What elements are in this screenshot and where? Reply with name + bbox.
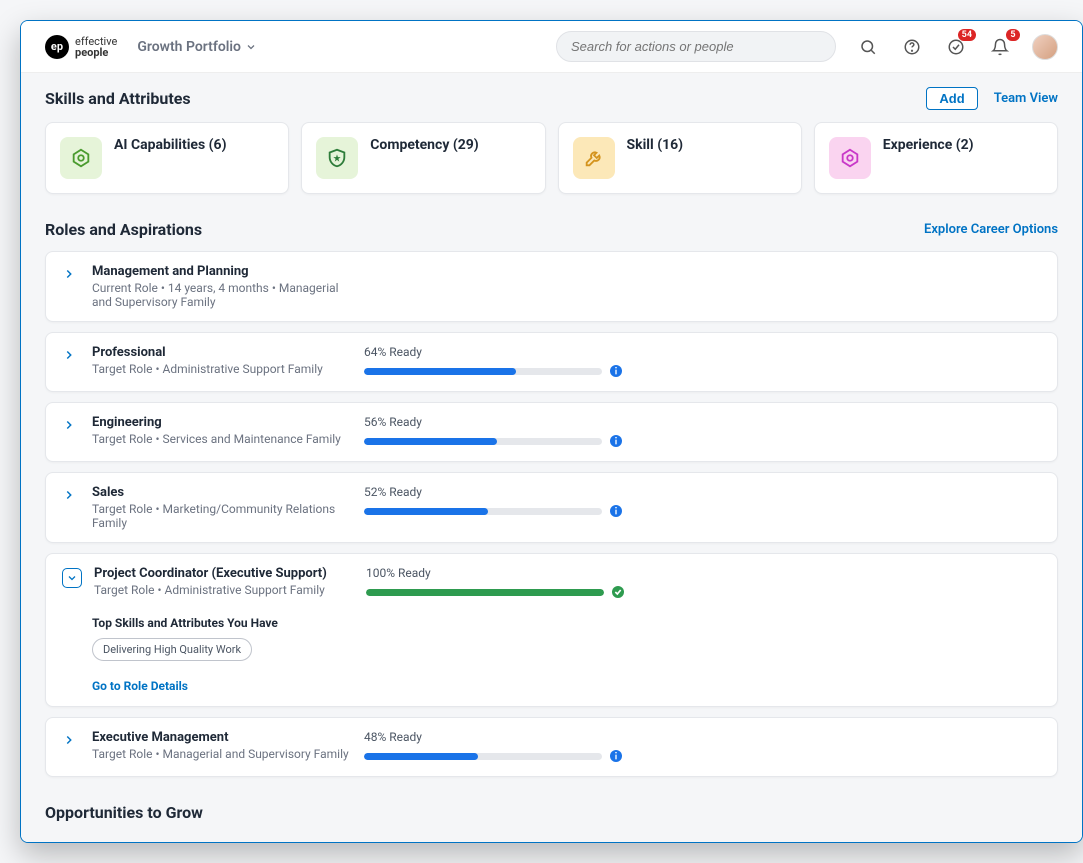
logo[interactable]: ep effective people bbox=[45, 35, 117, 59]
bell-icon bbox=[991, 38, 1009, 56]
progress-status-icon[interactable] bbox=[608, 363, 624, 379]
card-title: Skill (16) bbox=[627, 137, 684, 153]
add-button[interactable]: Add bbox=[926, 87, 977, 110]
card-title: Competency (29) bbox=[370, 137, 478, 153]
notifications-badge: 5 bbox=[1006, 29, 1020, 41]
role-progress: 100% Ready bbox=[366, 566, 626, 600]
expand-toggle[interactable] bbox=[62, 487, 80, 505]
role-card: Sales Target Role • Marketing/Community R… bbox=[45, 472, 1058, 543]
progress-bar bbox=[364, 508, 602, 515]
progress-status-icon[interactable] bbox=[608, 748, 624, 764]
role-name: Professional bbox=[92, 345, 352, 360]
approvals-badge: 54 bbox=[958, 29, 976, 41]
role-name: Engineering bbox=[92, 415, 352, 430]
role-card: Project Coordinator (Executive Support) T… bbox=[45, 553, 1058, 707]
card-title: Experience (2) bbox=[883, 137, 974, 153]
skill-chip[interactable]: Delivering High Quality Work bbox=[92, 638, 252, 661]
progress-bar bbox=[364, 368, 602, 375]
progress-label: 52% Ready bbox=[364, 485, 624, 499]
role-card: Engineering Target Role • Services and Ma… bbox=[45, 402, 1058, 462]
role-card: Executive Management Target Role • Manage… bbox=[45, 717, 1058, 777]
role-progress: 52% Ready bbox=[364, 485, 624, 519]
skill-card-competency[interactable]: Competency (29) bbox=[301, 122, 545, 194]
role-subtitle: Current Role • 14 years, 4 months • Mana… bbox=[92, 281, 352, 309]
role-card: Management and Planning Current Role • 14… bbox=[45, 251, 1058, 322]
ai-icon bbox=[60, 137, 102, 179]
explore-careers-link[interactable]: Explore Career Options bbox=[924, 222, 1058, 237]
team-view-link[interactable]: Team View bbox=[994, 91, 1058, 106]
approvals-button[interactable]: 54 bbox=[944, 35, 968, 59]
shield-icon bbox=[316, 137, 358, 179]
top-skills-title: Top Skills and Attributes You Have bbox=[92, 616, 1041, 630]
skill-card-skill[interactable]: Skill (16) bbox=[558, 122, 802, 194]
notifications-button[interactable]: 5 bbox=[988, 35, 1012, 59]
avatar[interactable] bbox=[1032, 34, 1058, 60]
expand-toggle[interactable] bbox=[62, 347, 80, 365]
role-subtitle: Target Role • Services and Maintenance F… bbox=[92, 432, 352, 446]
topbar: ep effective people Growth Portfolio 54 … bbox=[21, 21, 1082, 73]
help-button[interactable] bbox=[900, 35, 924, 59]
search-input[interactable] bbox=[556, 31, 836, 62]
progress-status-icon[interactable] bbox=[608, 503, 624, 519]
collapse-toggle[interactable] bbox=[62, 568, 82, 588]
skill-card-ai[interactable]: AI Capabilities (6) bbox=[45, 122, 289, 194]
role-subtitle: Target Role • Administrative Support Fam… bbox=[92, 362, 352, 376]
role-name: Management and Planning bbox=[92, 264, 352, 279]
role-progress: 64% Ready bbox=[364, 345, 624, 379]
progress-bar bbox=[366, 589, 604, 596]
skills-section-title: Skills and Attributes bbox=[45, 89, 191, 108]
progress-status-icon[interactable] bbox=[608, 433, 624, 449]
help-icon bbox=[903, 38, 921, 56]
role-progress: 48% Ready bbox=[364, 730, 624, 764]
progress-label: 100% Ready bbox=[366, 566, 626, 580]
progress-label: 48% Ready bbox=[364, 730, 624, 744]
progress-bar bbox=[364, 753, 602, 760]
role-name: Project Coordinator (Executive Support) bbox=[94, 566, 354, 581]
logo-text: effective people bbox=[75, 36, 117, 58]
role-card: Professional Target Role • Administrative… bbox=[45, 332, 1058, 392]
expand-toggle[interactable] bbox=[62, 732, 80, 750]
expand-toggle[interactable] bbox=[62, 417, 80, 435]
skill-card-experience[interactable]: Experience (2) bbox=[814, 122, 1058, 194]
chevron-down-icon bbox=[245, 41, 257, 53]
role-subtitle: Target Role • Marketing/Community Relati… bbox=[92, 502, 352, 530]
skills-cards-row: AI Capabilities (6) Competency (29) Skil… bbox=[45, 122, 1058, 194]
role-progress: 56% Ready bbox=[364, 415, 624, 449]
hexagon-icon bbox=[829, 137, 871, 179]
roles-section-title: Roles and Aspirations bbox=[45, 220, 202, 239]
progress-label: 56% Ready bbox=[364, 415, 624, 429]
role-subtitle: Target Role • Managerial and Supervisory… bbox=[92, 747, 352, 761]
wrench-icon bbox=[573, 137, 615, 179]
card-title: AI Capabilities (6) bbox=[114, 137, 227, 153]
roles-list: Management and Planning Current Role • 14… bbox=[45, 251, 1058, 777]
role-name: Sales bbox=[92, 485, 352, 500]
expand-toggle[interactable] bbox=[62, 266, 80, 284]
progress-bar bbox=[364, 438, 602, 445]
progress-status-icon[interactable] bbox=[610, 584, 626, 600]
logo-mark: ep bbox=[45, 35, 69, 59]
search-icon-button[interactable] bbox=[856, 35, 880, 59]
search-icon bbox=[859, 38, 877, 56]
role-subtitle: Target Role • Administrative Support Fam… bbox=[94, 583, 354, 597]
role-name: Executive Management bbox=[92, 730, 352, 745]
nav-dropdown[interactable]: Growth Portfolio bbox=[137, 39, 257, 55]
opportunities-title: Opportunities to Grow bbox=[45, 803, 1058, 822]
role-details-link[interactable]: Go to Role Details bbox=[92, 679, 188, 693]
progress-label: 64% Ready bbox=[364, 345, 624, 359]
